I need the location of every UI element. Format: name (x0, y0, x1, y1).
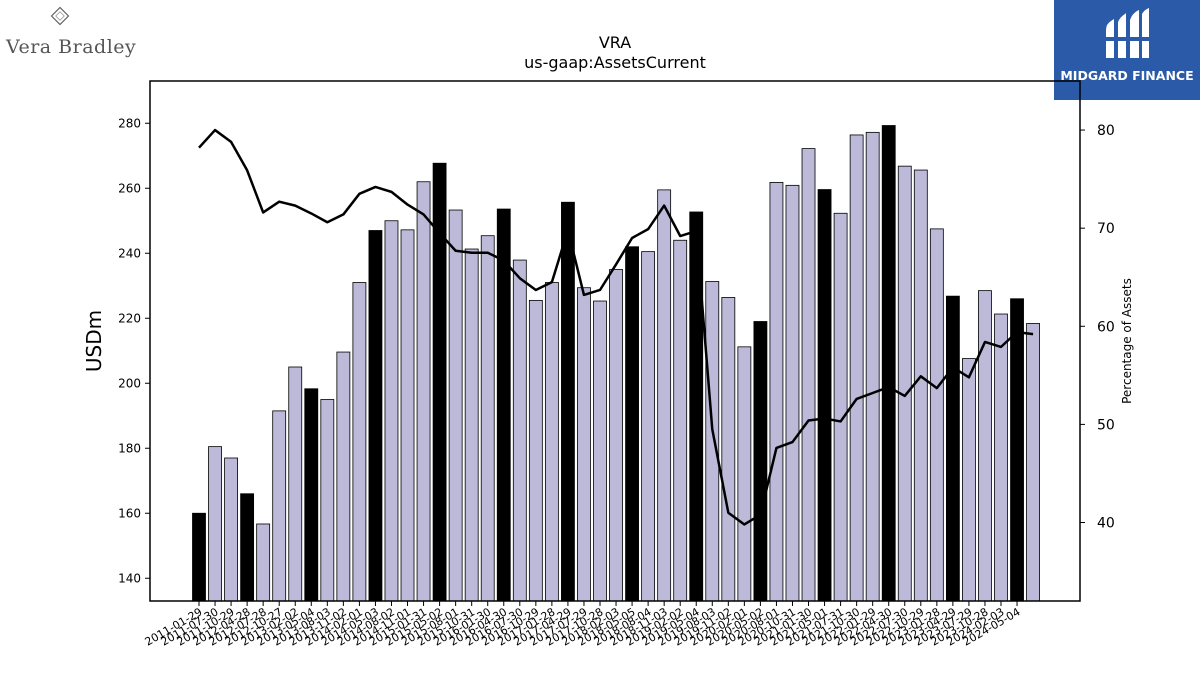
vera-bradley-logo (6, 4, 121, 60)
bar (865, 131, 880, 602)
bar (272, 410, 287, 602)
y-tick-label: 240 (118, 246, 141, 260)
plot-frame (149, 80, 1081, 602)
bar (352, 282, 367, 602)
bar (304, 388, 319, 602)
diamond-monogram-icon (50, 6, 70, 26)
bar (544, 282, 559, 602)
vera-bradley-wordmark: Vera Bradley (6, 36, 137, 58)
bar (881, 125, 896, 602)
bar (577, 287, 591, 602)
bar (609, 269, 623, 602)
x-axis: 2011-01-292011-07-302011-10-292012-04-28… (143, 601, 1023, 649)
bar (593, 300, 607, 602)
bar-series (192, 125, 1040, 602)
y-tick-label: 260 (118, 181, 141, 195)
bar (368, 230, 383, 602)
y2-axis-label: Percentage of Assets (1120, 278, 1134, 404)
bar (689, 211, 704, 602)
bar (192, 512, 206, 602)
bar (384, 220, 399, 602)
bar (994, 313, 1008, 602)
bar (817, 189, 832, 602)
bar (769, 181, 784, 602)
midgard-mark-icon (1104, 8, 1152, 58)
y2-tick-label: 40 (1097, 516, 1115, 532)
bar (753, 321, 768, 602)
bar (657, 189, 672, 602)
y2-tick-label: 60 (1097, 319, 1115, 335)
bar (480, 235, 495, 602)
bar (320, 399, 335, 602)
y2-tick-label: 50 (1097, 417, 1115, 433)
bar (737, 346, 752, 602)
bar (913, 169, 928, 602)
y-tick-label: 200 (118, 376, 141, 390)
y-tick-label: 220 (118, 311, 141, 325)
bar (962, 358, 976, 602)
y-axis-label: USDm (82, 310, 106, 372)
bar (721, 297, 736, 602)
bar (496, 208, 511, 602)
bar (833, 212, 848, 602)
chart-subtitle: us-gaap:AssetsCurrent (524, 53, 706, 72)
bar (416, 181, 431, 602)
bar (240, 493, 255, 602)
bar (256, 523, 271, 602)
bar (945, 295, 960, 602)
bar (512, 259, 527, 602)
bar (929, 228, 944, 602)
y2-tick-label: 70 (1097, 221, 1115, 237)
bar (1010, 298, 1024, 602)
y-axis: 140 160 180 200 220 240 260 280 (118, 116, 150, 585)
y-tick-label: 180 (118, 441, 141, 455)
bar (448, 209, 463, 602)
bar (208, 446, 222, 602)
bar (978, 290, 992, 602)
bar (224, 457, 238, 602)
bar (897, 165, 912, 602)
bar (801, 148, 816, 602)
bar (625, 246, 639, 602)
bar (673, 239, 688, 602)
midgard-finance-logo: MIDGARD FINANCE (1054, 0, 1200, 100)
bar (288, 366, 303, 602)
y-tick-label: 140 (118, 571, 141, 585)
y-tick-label: 160 (118, 506, 141, 520)
y2-axis: 40 50 60 70 80 (1080, 123, 1115, 532)
line-series (198, 128, 1034, 526)
y2-tick-label: 80 (1097, 123, 1115, 139)
bar (464, 248, 479, 602)
bar (641, 251, 656, 602)
bar (785, 184, 800, 602)
percentage-line (198, 128, 1034, 526)
bar (705, 281, 720, 602)
midgard-finance-wordmark: MIDGARD FINANCE (1060, 68, 1194, 83)
chart-title: VRA (598, 33, 632, 52)
bar (849, 134, 864, 602)
bar (400, 229, 415, 602)
bar (561, 201, 575, 602)
bar (528, 299, 543, 602)
bar (336, 351, 351, 602)
y-tick-label: 280 (118, 116, 141, 130)
bar (1026, 323, 1040, 602)
